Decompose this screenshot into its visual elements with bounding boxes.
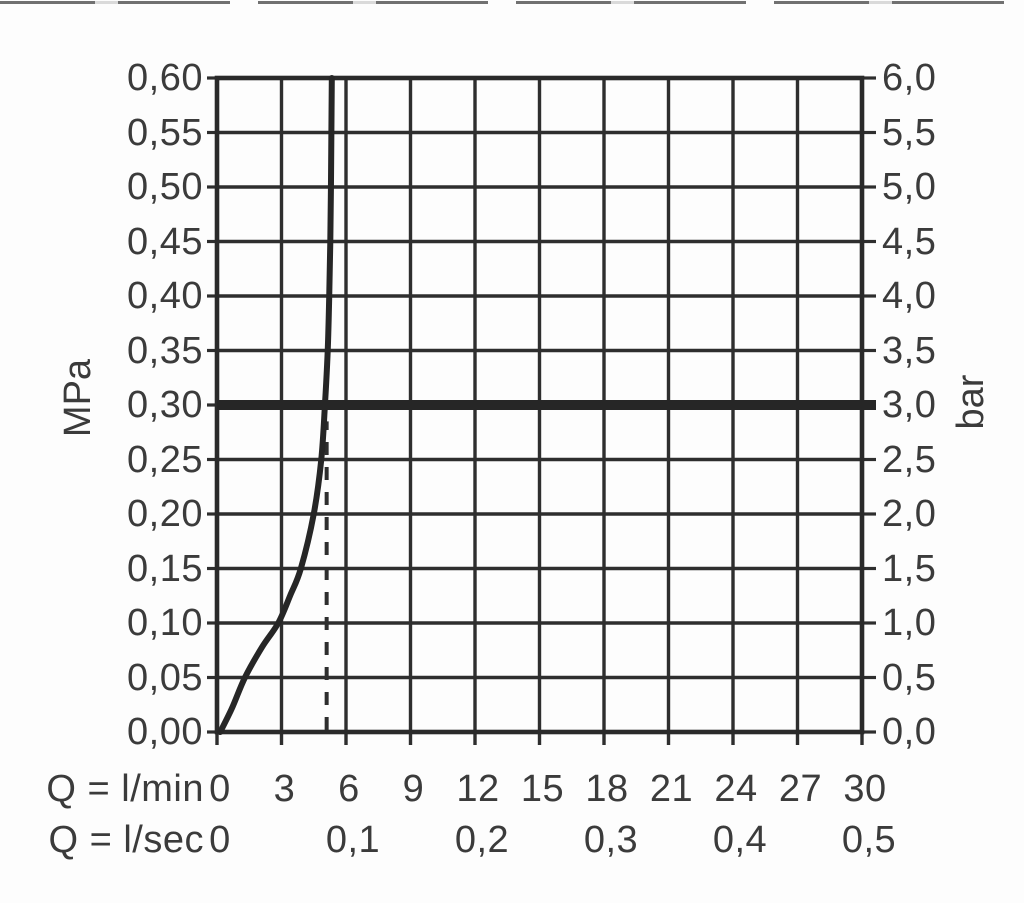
- x-lsec-tick-label: 0,1: [325, 819, 381, 861]
- x-lsec-tick-label: 0,5: [841, 819, 897, 861]
- x-lsec-tick-label: 0,3: [583, 819, 639, 861]
- y-right-tick-label: 2,5: [882, 438, 937, 481]
- y-right-tick-label: 3,5: [882, 329, 937, 372]
- x-axis-lsec-row-label: Q = l/sec: [48, 819, 204, 861]
- y-right-tick-label: 4,0: [882, 275, 937, 317]
- y-right-tick-label: 2,0: [882, 493, 937, 535]
- x-lmin-tick-label: 0: [209, 768, 231, 810]
- y-left-tick-label: 0,10: [127, 602, 203, 644]
- x-lmin-tick-label: 3: [273, 768, 296, 810]
- x-lmin-tick-label: 30: [843, 768, 887, 810]
- y-axis-right-unit-label: bar: [950, 374, 992, 430]
- y-right-tick-label: 6,0: [882, 57, 937, 99]
- y-right-tick-label: 0,0: [882, 711, 937, 753]
- x-lmin-tick-label: 21: [649, 768, 694, 810]
- flow-curve: [217, 75, 335, 735]
- y-right-tick-label: 1,5: [882, 547, 937, 590]
- x-lmin-tick-label: 24: [714, 768, 758, 810]
- x-axis-lmin-row-label: Q = l/min: [46, 768, 204, 810]
- x-lmin-tick-label: 12: [456, 768, 500, 810]
- y-left-tick-label: 0,20: [127, 493, 203, 535]
- x-lmin-tick-label: 6: [338, 768, 360, 810]
- x-lmin-tick-label: 9: [402, 768, 425, 810]
- y-left-tick-label: 0,00: [127, 711, 203, 753]
- y-left-tick-label: 0,05: [127, 656, 203, 699]
- x-lsec-tick-label: 0,2: [454, 819, 510, 861]
- y-right-tick-label: 0,5: [882, 656, 937, 699]
- y-right-tick-label: 5,5: [882, 111, 937, 154]
- x-lsec-tick-label: 0: [209, 819, 231, 861]
- y-left-tick-label: 0,50: [127, 166, 203, 208]
- x-lmin-tick-label: 15: [520, 768, 565, 810]
- y-left-tick-label: 0,45: [127, 220, 203, 263]
- y-right-tick-label: 5,0: [882, 166, 937, 208]
- y-left-tick-label: 0,60: [127, 57, 203, 99]
- y-left-tick-label: 0,55: [127, 111, 203, 154]
- y-left-tick-label: 0,30: [127, 384, 203, 426]
- y-left-tick-label: 0,25: [127, 438, 203, 481]
- x-lsec-tick-label: 0,4: [712, 819, 768, 861]
- y-left-tick-label: 0,35: [127, 329, 203, 372]
- y-left-tick-label: 0,40: [127, 275, 203, 317]
- scan-artifact-line: [0, 1, 1024, 4]
- y-left-tick-label: 0,15: [127, 547, 203, 590]
- y-right-tick-label: 4,5: [882, 220, 937, 263]
- x-lmin-tick-label: 18: [585, 768, 629, 810]
- y-axis-left-unit-label: MPa: [57, 358, 99, 438]
- y-right-tick-label: 3,0: [882, 384, 937, 426]
- x-lmin-tick-label: 27: [778, 768, 823, 810]
- y-right-tick-label: 1,0: [882, 602, 937, 644]
